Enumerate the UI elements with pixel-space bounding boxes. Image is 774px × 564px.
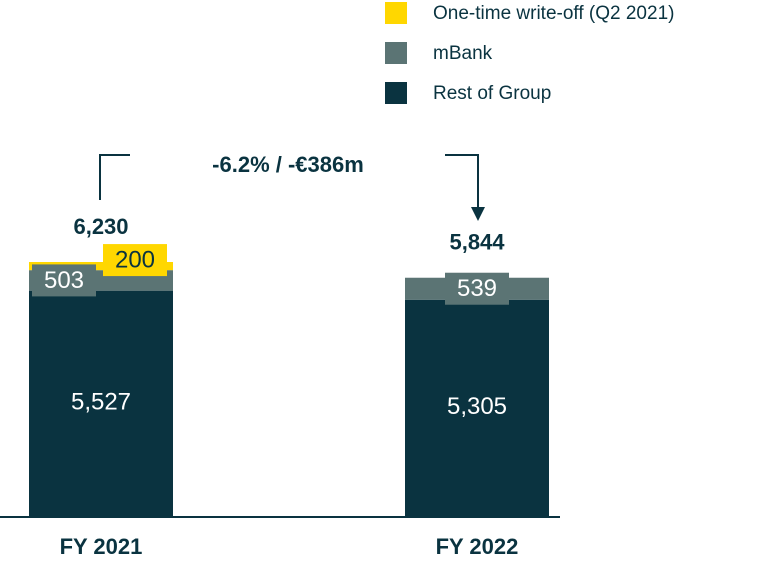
bar-segment: [29, 262, 173, 271]
total-label: 6,230: [73, 214, 128, 239]
annotation: -6.2% / -€386m: [212, 152, 364, 177]
arrow-head: [471, 207, 485, 221]
legend-label: One-time write-off (Q2 2021): [433, 3, 674, 24]
legend-swatch: [385, 42, 407, 64]
legend-label: mBank: [433, 43, 493, 64]
legend-swatch: [385, 2, 407, 24]
x-tick-label: FY 2021: [60, 534, 143, 559]
segment-label-box: [32, 264, 96, 297]
legend-label: Rest of Group: [433, 83, 551, 104]
segment-label: 539: [457, 275, 497, 302]
bracket-left: [99, 154, 130, 200]
total-label: 5,844: [449, 230, 505, 255]
legend-swatch: [385, 82, 407, 104]
bracket-right: [445, 154, 479, 208]
segment-label-box: [103, 244, 167, 277]
x-tick-label: FY 2022: [436, 534, 519, 559]
segment-label: 5,527: [71, 389, 131, 416]
bar-segment: [405, 299, 549, 516]
segment-label: 5,305: [447, 393, 507, 420]
bar-segment: [29, 290, 173, 516]
segment-label-box: [445, 272, 509, 305]
segment-label: 200: [115, 246, 155, 273]
segment-label: 503: [44, 267, 84, 294]
